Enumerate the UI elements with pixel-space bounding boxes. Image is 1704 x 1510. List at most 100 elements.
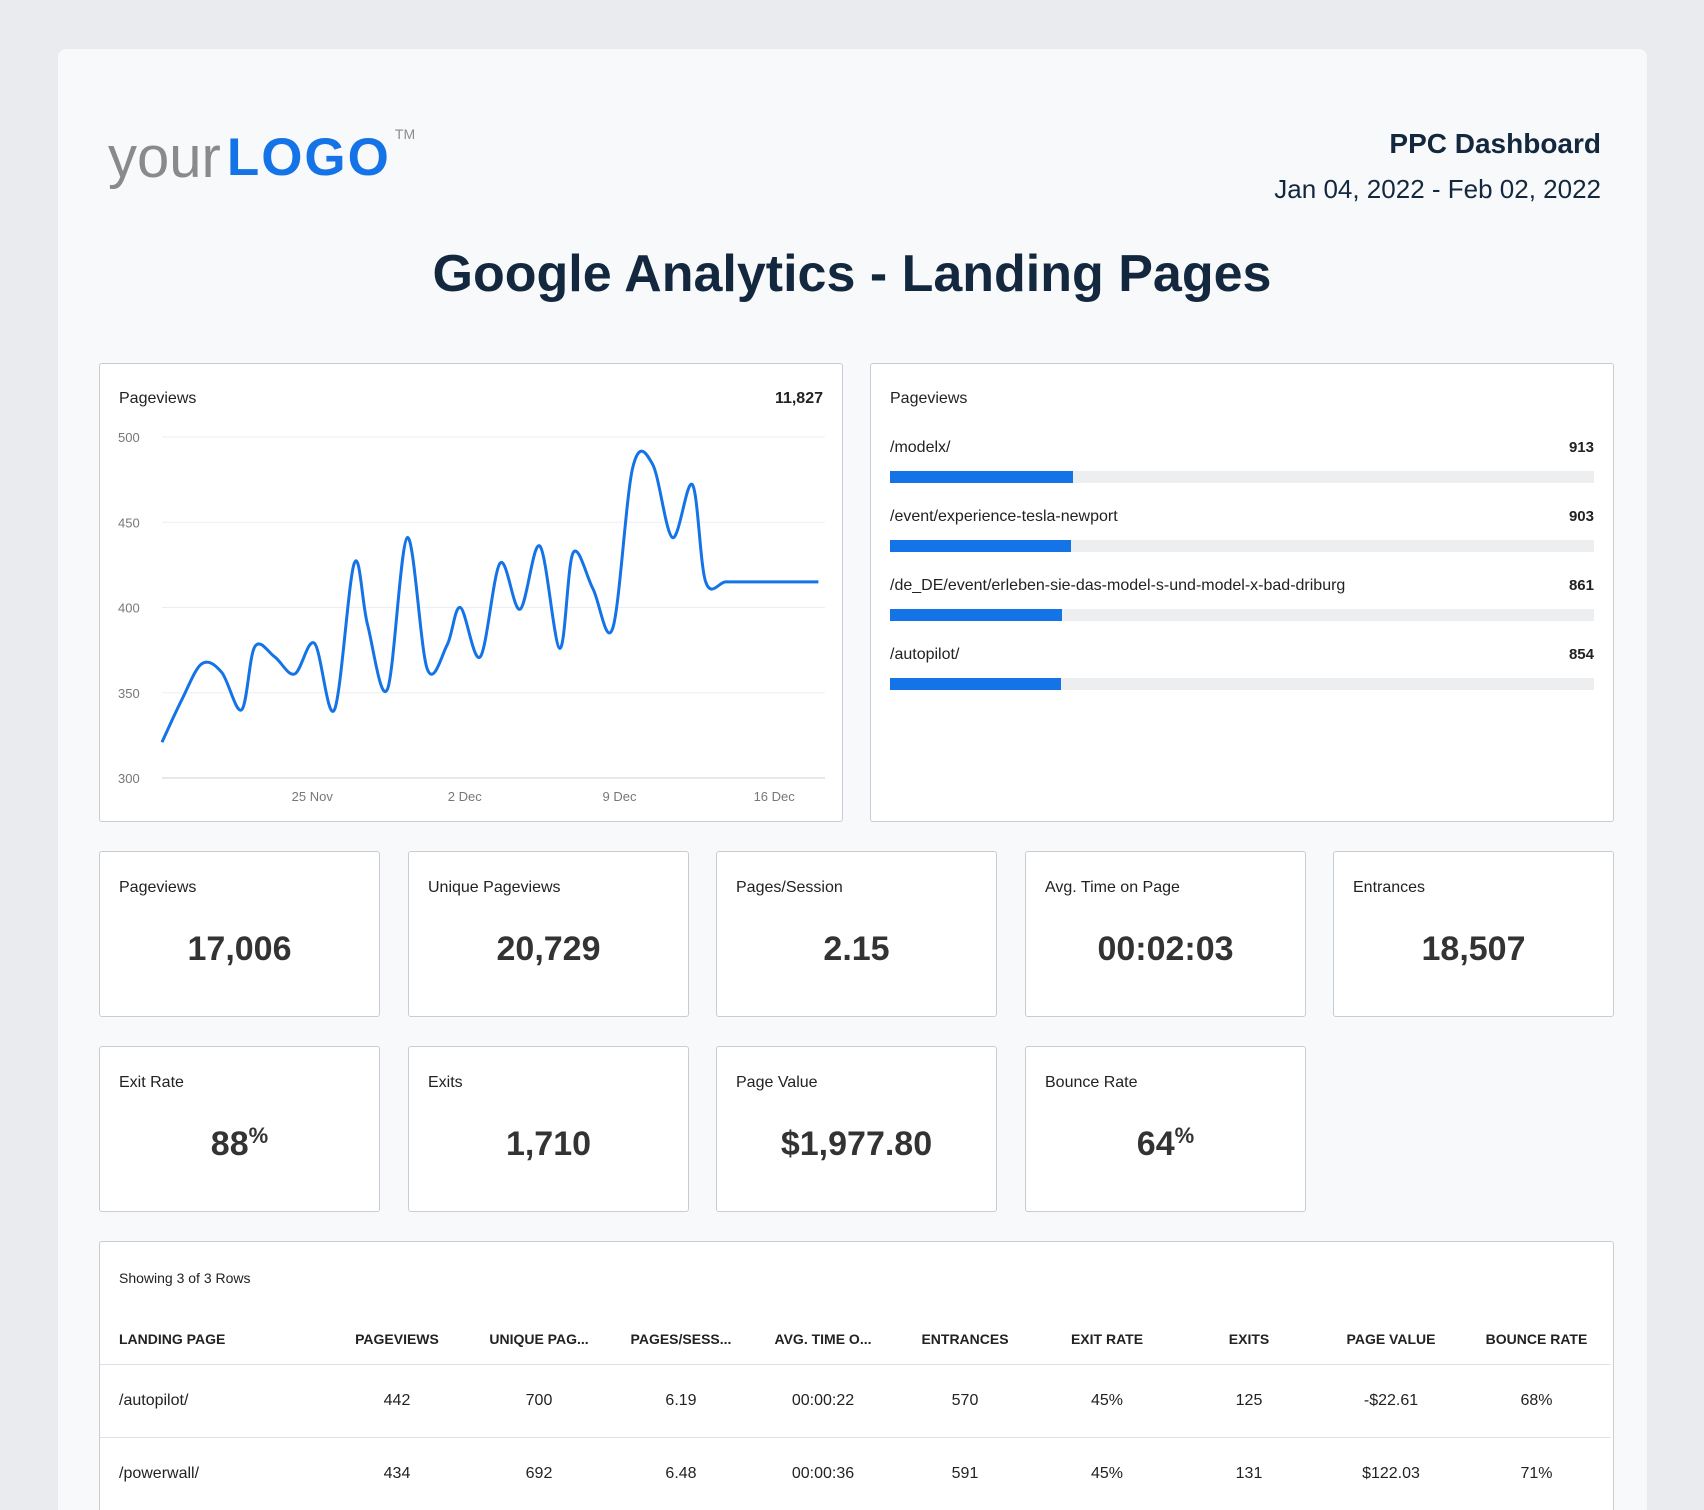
table-cell: 00:00:36 xyxy=(752,1437,894,1510)
bars-card-label: Pageviews xyxy=(890,390,968,407)
kpi-label: Page Value xyxy=(736,1074,818,1091)
table-cell: 6.48 xyxy=(610,1437,752,1510)
kpi-label: Pages/Session xyxy=(736,879,843,896)
page-title: Google Analytics - Landing Pages xyxy=(432,245,1272,303)
table-cell: 442 xyxy=(326,1364,468,1438)
table-cell: -$22.61 xyxy=(1320,1364,1462,1438)
dashboard-title: PPC Dashboard xyxy=(1389,128,1601,159)
bar-label: /autopilot/ xyxy=(890,646,960,663)
kpi-label: Unique Pageviews xyxy=(428,879,561,896)
kpi-value: 00:02:03 xyxy=(1097,930,1234,968)
table-cell: 434 xyxy=(326,1437,468,1510)
kpi-pages-per-session: Pages/Session 2.15 xyxy=(716,851,997,1017)
kpi-value: 18,507 xyxy=(1421,930,1526,968)
column-header[interactable]: LANDING PAGE xyxy=(100,1314,326,1365)
y-tick-label: 300 xyxy=(118,771,140,786)
kpi-page-value: Page Value $1,977.80 xyxy=(716,1046,997,1212)
landing-pages-table-card: Showing 3 of 3 Rows LANDING PAGE PAGEVIE… xyxy=(99,1241,1614,1510)
column-header[interactable]: PAGE VALUE xyxy=(1320,1314,1462,1365)
bar-row: /de_DE/event/erleben-sie-das-model-s-und… xyxy=(890,577,1594,637)
x-tick-label: 9 Dec xyxy=(602,789,636,804)
table-cell: $122.03 xyxy=(1320,1437,1462,1510)
kpi-exits: Exits 1,710 xyxy=(408,1046,689,1212)
y-tick-label: 450 xyxy=(118,515,140,530)
y-tick-label: 350 xyxy=(118,686,140,701)
kpi-value: 1,710 xyxy=(505,1125,592,1163)
kpi-value: 17,006 xyxy=(187,930,292,968)
rows-count: Showing 3 of 3 Rows xyxy=(119,1270,251,1286)
kpi-entrances: Entrances 18,507 xyxy=(1333,851,1614,1017)
kpi-value: $1,977.80 xyxy=(780,1125,933,1163)
table-cell: /powerwall/ xyxy=(100,1437,326,1510)
table-row: /autopilot/ 442 700 6.19 00:00:22 570 45… xyxy=(100,1364,1611,1438)
bar-value: 854 xyxy=(1568,646,1594,663)
table-cell: 45% xyxy=(1036,1437,1178,1510)
kpi-label: Bounce Rate xyxy=(1045,1074,1138,1091)
kpi-label: Exit Rate xyxy=(119,1074,184,1091)
kpi-label: Exits xyxy=(428,1074,463,1091)
bar-track xyxy=(890,540,1594,552)
kpi-bounce-rate: Bounce Rate 64% xyxy=(1025,1046,1306,1212)
bar-fill xyxy=(890,609,1063,621)
logo-trademark: TM xyxy=(394,126,416,142)
bar-value: 861 xyxy=(1568,577,1594,594)
pageviews-line-chart: 500 450 400 350 300 25 Nov 2 Dec 9 Dec 16 Dec xyxy=(118,430,825,804)
kpi-avg-time-on-page: Avg. Time on Page 00:02:03 xyxy=(1025,851,1306,1017)
kpi-label: Entrances xyxy=(1353,879,1426,896)
column-header[interactable]: PAGEVIEWS xyxy=(326,1314,468,1365)
logo-brand-text: LOGO xyxy=(226,128,391,187)
bar-track xyxy=(890,471,1594,483)
bar-label: /modelx/ xyxy=(890,439,951,456)
column-header[interactable]: PAGES/SESS... xyxy=(610,1314,752,1365)
table-cell: 692 xyxy=(468,1437,610,1510)
table-cell: 00:00:22 xyxy=(752,1364,894,1438)
table-cell: 45% xyxy=(1036,1364,1178,1438)
y-tick-label: 500 xyxy=(118,430,140,445)
bar-label: /de_DE/event/erleben-sie-das-model-s-und… xyxy=(890,577,1346,594)
bar-track xyxy=(890,678,1594,690)
x-tick-label: 2 Dec xyxy=(448,789,482,804)
y-tick-label: 400 xyxy=(118,601,140,616)
kpi-value: 2.15 xyxy=(823,930,890,968)
table-cell: 125 xyxy=(1178,1364,1320,1438)
kpi-pageviews: Pageviews 17,006 xyxy=(99,851,380,1017)
pageviews-line-chart-card: Pageviews 11,827 500 450 400 350 300 25 Nov 2 … xyxy=(99,363,843,822)
table-header-row: LANDING PAGE PAGEVIEWS UNIQUE PAG... PAG… xyxy=(100,1314,1611,1365)
bar-value: 913 xyxy=(1568,439,1594,456)
bar-row: /autopilot/ 854 xyxy=(890,646,1594,706)
column-header[interactable]: EXIT RATE xyxy=(1036,1314,1178,1365)
kpi-label: Pageviews xyxy=(119,879,197,896)
kpi-unique-pageviews: Unique Pageviews 20,729 xyxy=(408,851,689,1017)
kpi-value: 64% xyxy=(1136,1123,1195,1163)
landing-pages-table: LANDING PAGE PAGEVIEWS UNIQUE PAG... PAG… xyxy=(100,1314,1611,1510)
kpi-value: 88% xyxy=(210,1123,269,1163)
kpi-exit-rate: Exit Rate 88% xyxy=(99,1046,380,1212)
table-cell: 131 xyxy=(1178,1437,1320,1510)
column-header[interactable]: ENTRANCES xyxy=(894,1314,1036,1365)
line-card-total: 11,827 xyxy=(774,390,823,407)
table-cell: 700 xyxy=(468,1364,610,1438)
x-tick-label: 16 Dec xyxy=(754,789,796,804)
pageviews-series-line xyxy=(160,449,819,743)
column-header[interactable]: EXITS xyxy=(1178,1314,1320,1365)
bar-label: /event/experience-tesla-newport xyxy=(890,508,1118,525)
bar-value: 903 xyxy=(1568,508,1594,525)
x-tick-label: 25 Nov xyxy=(292,789,334,804)
bar-fill xyxy=(890,540,1071,552)
table-cell: /autopilot/ xyxy=(100,1364,326,1438)
table-cell: 71% xyxy=(1462,1437,1611,1510)
bar-track xyxy=(890,609,1594,621)
pageviews-bars-card: Pageviews /modelx/ 913 /event/experience… xyxy=(870,363,1614,822)
bar-row: /event/experience-tesla-newport 903 xyxy=(890,508,1594,568)
bar-row: /modelx/ 913 xyxy=(890,439,1594,499)
column-header[interactable]: BOUNCE RATE xyxy=(1462,1314,1611,1365)
bar-fill xyxy=(890,471,1074,483)
company-logo: your LOGO TM xyxy=(108,118,415,198)
line-card-label: Pageviews xyxy=(119,390,197,407)
kpi-label: Avg. Time on Page xyxy=(1045,879,1180,896)
column-header[interactable]: UNIQUE PAG... xyxy=(468,1314,610,1365)
table-row: /powerwall/ 434 692 6.48 00:00:36 591 45… xyxy=(100,1437,1611,1510)
bar-fill xyxy=(890,678,1062,690)
column-header[interactable]: AVG. TIME O... xyxy=(752,1314,894,1365)
table-cell: 68% xyxy=(1462,1364,1611,1438)
